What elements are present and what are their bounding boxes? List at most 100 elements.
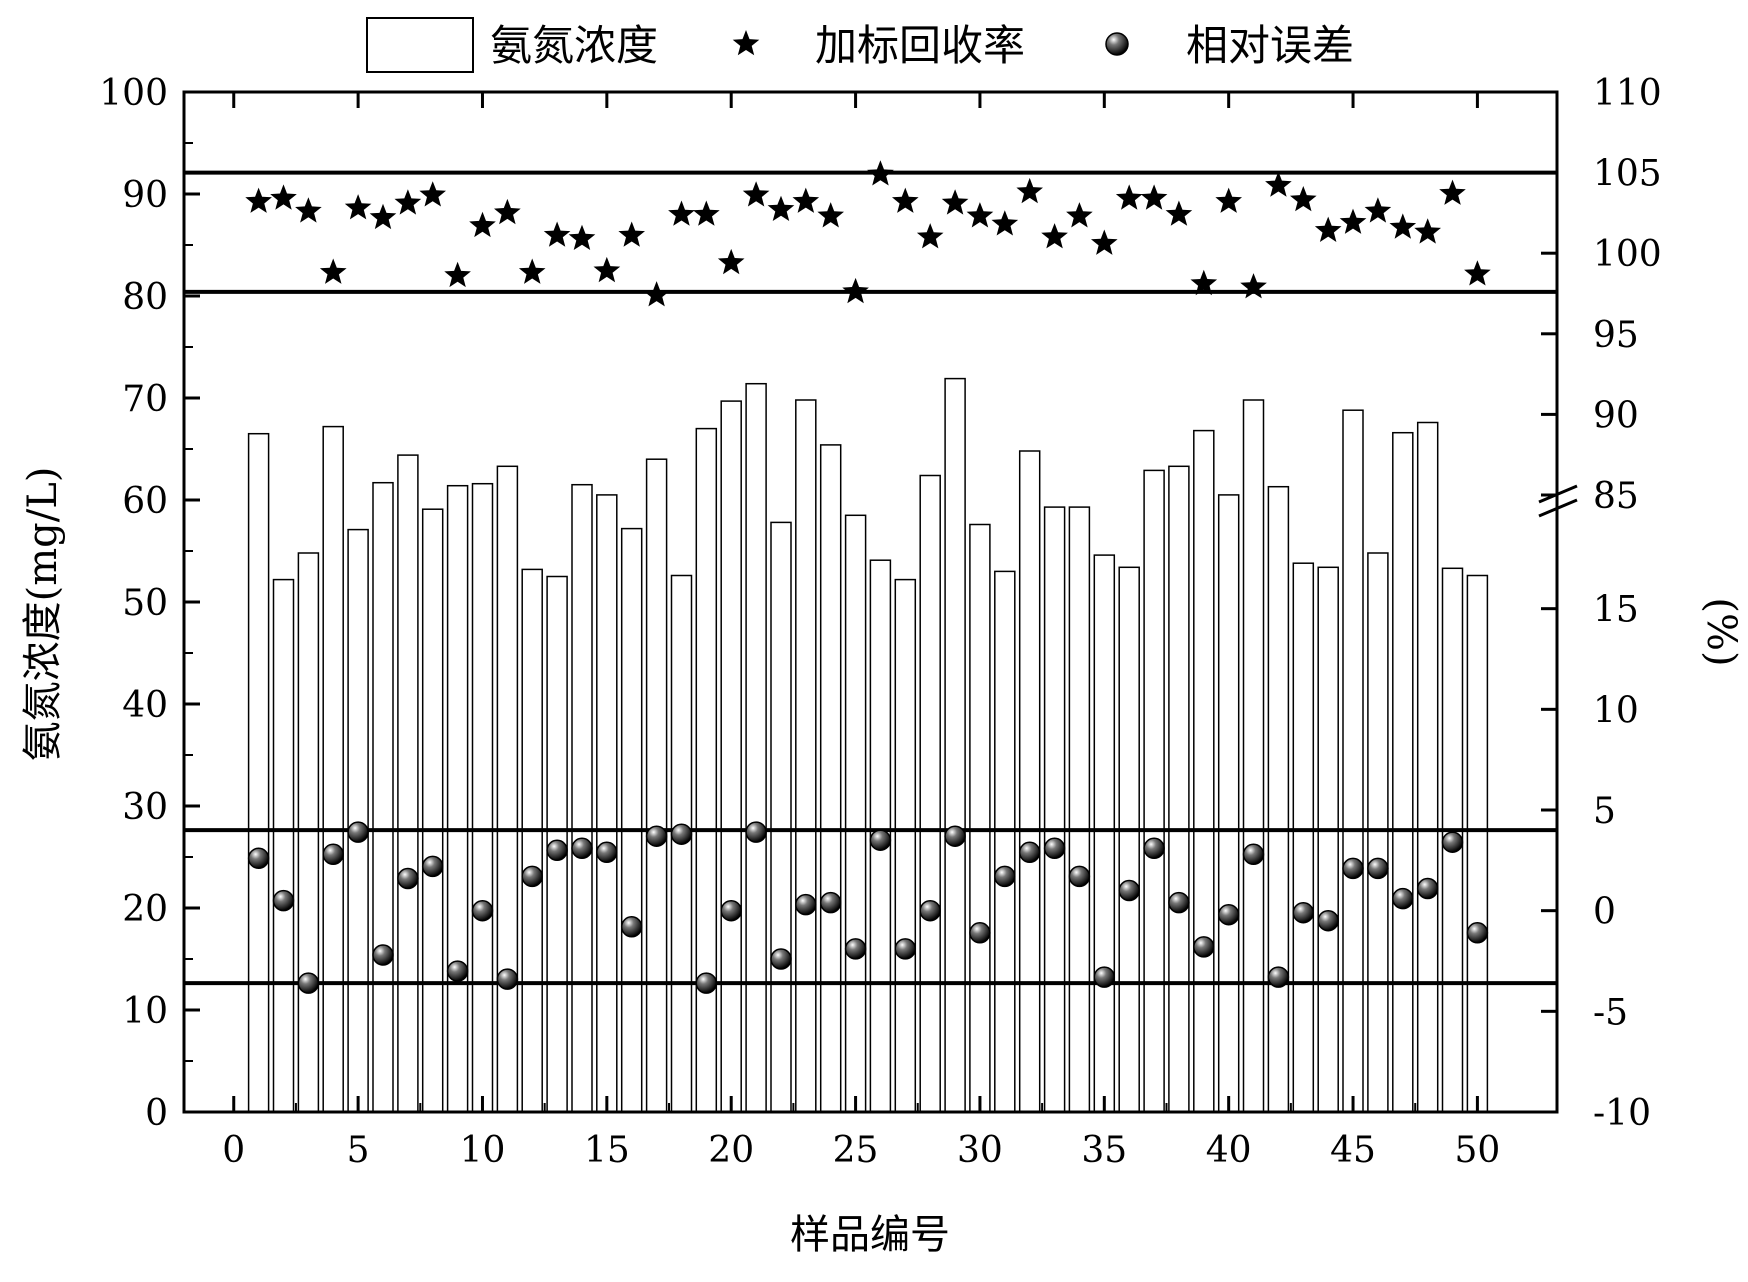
x-tick-label: 5 [347, 1130, 370, 1171]
bar-sample-7 [397, 454, 419, 1113]
bar-sample-34 [1068, 506, 1091, 1113]
bar-sample-41 [1242, 399, 1265, 1113]
error-point-36 [1118, 879, 1140, 902]
y-right-tick-label: 90 [1593, 395, 1639, 436]
bar-sample-24 [819, 444, 842, 1113]
error-point-17 [645, 825, 668, 847]
bar-sample-29 [944, 377, 966, 1113]
recovery-point-50 [1464, 260, 1491, 286]
y-left-tick-label: 10 [122, 991, 168, 1032]
bar-sample-22 [770, 521, 792, 1113]
recovery-point-43 [1290, 186, 1317, 212]
y-left-tick-label: 60 [122, 481, 168, 522]
x-tick-label: 30 [957, 1130, 1003, 1171]
y-left-tick-label: 30 [122, 787, 168, 828]
y-axis-right: 85 90 95 100 105 110 -10 -5 0 5 10 15 [1541, 73, 1662, 1134]
y-left-tick-label: 100 [99, 73, 168, 114]
bar-sample-36 [1118, 566, 1140, 1113]
bar-sample-11 [496, 465, 519, 1113]
recovery-point-12 [518, 258, 546, 284]
bar-sample-46 [1367, 552, 1389, 1113]
bar-sample-42 [1267, 485, 1290, 1113]
recovery-point-40 [1215, 187, 1242, 213]
recovery-point-37 [1140, 184, 1168, 210]
bar-sample-14 [571, 483, 593, 1113]
recovery-point-28 [916, 223, 944, 249]
bar-sample-35 [1093, 554, 1116, 1113]
error-point-18 [670, 823, 693, 845]
error-point-31 [994, 865, 1016, 888]
axis-break-mark [1538, 484, 1578, 518]
bar-sample-20 [720, 400, 742, 1113]
error-point-28 [919, 899, 941, 922]
bar-sample-47 [1392, 431, 1414, 1113]
x-axis-title: 样品编号 [790, 1212, 950, 1258]
x-tick-label: 0 [222, 1130, 245, 1171]
error-series [247, 821, 1489, 994]
error-point-21 [745, 821, 767, 843]
y-left-tick-label: 20 [122, 889, 168, 930]
recovery-point-15 [593, 256, 621, 283]
recovery-point-32 [1016, 177, 1043, 204]
bar-sample-38 [1168, 465, 1190, 1113]
recovery-point-21 [742, 181, 770, 207]
y-right-tick-label: -10 [1593, 1093, 1651, 1134]
bar-sample-44 [1317, 566, 1339, 1113]
error-point-11 [496, 968, 519, 990]
error-point-12 [521, 865, 543, 888]
recovery-point-6 [369, 203, 397, 230]
recovery-point-36 [1115, 184, 1143, 210]
recovery-point-27 [892, 187, 919, 213]
recovery-point-31 [991, 210, 1019, 236]
bar-sample-5 [347, 528, 369, 1113]
recovery-point-24 [817, 202, 844, 228]
recovery-point-19 [693, 200, 720, 226]
recovery-point-10 [469, 211, 496, 238]
x-tick-label: 40 [1206, 1130, 1252, 1171]
error-point-9 [446, 960, 469, 982]
legend-label-concentration: 氨氮浓度 [490, 21, 658, 70]
y-right-tick-label: 105 [1593, 154, 1662, 195]
error-point-40 [1217, 903, 1240, 926]
error-point-45 [1342, 857, 1364, 880]
error-point-29 [944, 825, 966, 847]
bar-sample-39 [1193, 429, 1215, 1113]
error-point-41 [1242, 843, 1265, 866]
recovery-point-13 [543, 221, 571, 247]
bar-sample-27 [894, 578, 917, 1113]
recovery-point-14 [568, 224, 596, 250]
recovery-point-49 [1439, 179, 1466, 205]
recovery-point-9 [444, 261, 471, 288]
bar-sample-48 [1416, 421, 1439, 1113]
recovery-point-33 [1041, 223, 1068, 249]
recovery-point-41 [1240, 273, 1267, 299]
error-point-46 [1367, 857, 1389, 880]
y-left-tick-label: 50 [122, 583, 168, 624]
recovery-point-3 [295, 197, 322, 223]
bar-series [247, 377, 1489, 1113]
error-point-8 [421, 855, 444, 878]
x-tick-label: 20 [708, 1130, 754, 1171]
bar-sample-17 [645, 458, 668, 1113]
recovery-point-11 [494, 198, 521, 225]
y-right-tick-label: 95 [1593, 315, 1639, 356]
y-axis-right-title: (%) [1698, 597, 1744, 666]
bar-sample-15 [596, 494, 618, 1113]
recovery-point-7 [394, 189, 422, 215]
recovery-point-38 [1165, 200, 1193, 226]
error-point-49 [1441, 831, 1464, 853]
x-tick-label: 10 [460, 1130, 506, 1171]
y-axis-left: 0 10 20 30 40 50 60 70 80 90 100 [99, 73, 200, 1134]
y-left-tick-label: 90 [122, 175, 168, 216]
bar-sample-1 [247, 432, 270, 1113]
error-point-1 [247, 847, 270, 870]
bar-sample-2 [272, 578, 295, 1113]
error-point-23 [795, 893, 817, 916]
error-point-4 [322, 843, 344, 866]
y-left-tick-label: 70 [122, 379, 168, 420]
error-point-38 [1168, 891, 1190, 914]
error-point-44 [1317, 909, 1339, 932]
bar-sample-9 [446, 484, 469, 1113]
legend-bar-swatch [366, 17, 474, 73]
x-tick-label: 25 [833, 1130, 879, 1171]
